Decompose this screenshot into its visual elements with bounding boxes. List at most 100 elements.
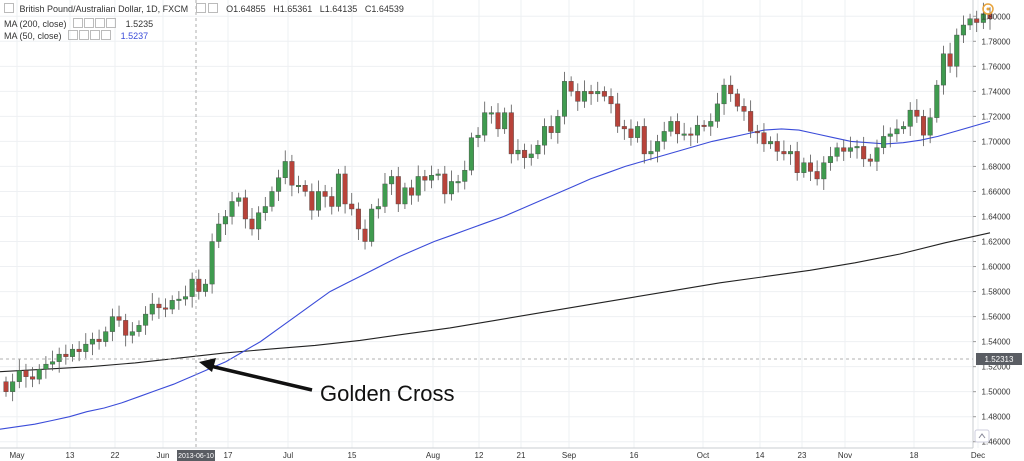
candle-body [349,203,355,210]
candle-body [947,53,953,67]
time-tick-label: 21 [517,451,526,460]
candle-body [389,176,395,185]
ma50-remove-icon[interactable] [90,30,101,40]
candle-body [834,147,840,157]
candle-body [980,13,986,23]
annotation-label: Golden Cross [320,381,455,406]
candle-body [827,156,833,163]
candle-body [282,161,288,178]
eye-icon[interactable] [195,3,206,13]
golden-cross-annotation: Golden Cross [199,358,455,406]
price-axis: 1.46000 1.48000 1.50000 1.52000 1.54000 1.560… [973,12,1011,447]
candle-body [362,228,368,242]
candle-body [668,121,674,132]
price-tag-label: 1.52313 [985,355,1014,364]
candle-body [628,128,634,138]
ma200-settings-icon[interactable] [84,18,95,28]
candle-body [940,53,946,86]
candle-body [974,18,980,23]
time-tick-label: 15 [348,451,357,460]
high-label: H [273,4,280,14]
candle-body [927,117,933,136]
price-tick-label: 1.60000 [982,263,1011,272]
candle-body [502,112,508,130]
candle-body [315,191,321,211]
ma200-eye-icon[interactable] [73,18,84,28]
ma50-eye-icon[interactable] [68,30,79,40]
candle-body [655,141,661,152]
low-label: L [319,4,325,14]
candle-body [136,325,142,332]
candle-body [694,124,700,136]
price-tick-label: 1.56000 [982,313,1011,322]
candle-body [76,348,82,352]
candle-body [56,353,62,362]
candle-body [163,307,169,310]
price-tick-label: 1.64000 [982,212,1011,221]
candle-body [595,91,601,95]
time-tick-label: Oct [697,451,710,460]
price-tick-label: 1.66000 [982,187,1011,196]
candle-body [781,151,787,155]
candle-body [967,18,973,26]
candle-body [116,316,122,321]
candle-body [202,283,208,292]
price-tick-label: 1.46000 [982,438,1011,447]
candle-body [69,348,75,357]
candle-body [907,109,913,127]
candle-body [641,126,647,155]
ma50-more-icon[interactable] [101,30,112,40]
candle-body [768,141,774,145]
ma200-more-icon[interactable] [106,18,117,28]
candle-body [123,320,129,336]
auto-scale-icon[interactable] [974,429,990,443]
candle-body [841,147,847,152]
time-tick-label: 14 [756,451,765,460]
annotation-arrow [205,363,313,392]
candle-body [156,303,162,309]
candle-body [954,34,960,67]
candle-body [23,370,29,377]
candle-body [256,212,262,230]
ma200-remove-icon[interactable] [95,18,106,28]
candle-body [448,181,454,195]
candle-body [322,191,328,197]
candle-body [109,316,115,332]
candle-body [788,151,794,155]
candle-body [43,363,49,370]
settings-icon[interactable] [982,3,994,15]
candle-body [3,381,9,392]
candle-body [222,216,228,225]
ma200-legend: MA (200, close) 1.5235 [4,18,153,29]
price-tick-label: 1.50000 [982,388,1011,397]
time-tick-label: Dec [971,451,985,460]
candle-body [861,146,867,160]
candle-body [688,133,694,136]
collapse-toggle-icon[interactable] [4,3,14,13]
candlestick-series [3,2,993,402]
candle-body [515,149,521,155]
candle-body [761,132,767,145]
candle-body [455,181,461,184]
price-tick-label: 1.68000 [982,162,1011,171]
candle-body [615,103,621,127]
settings-small-icon[interactable] [207,3,218,13]
price-tick-label: 1.78000 [982,37,1011,46]
ma200-label: MA (200, close) [4,19,67,29]
candle-body [183,296,189,300]
candle-body [249,218,255,230]
ma200-line [0,232,991,373]
candle-body [216,223,222,242]
candle-body [661,131,667,142]
candle-body [601,91,607,97]
candle-body [196,278,202,292]
price-tick-label: 1.62000 [982,238,1011,247]
ma50-settings-icon[interactable] [79,30,90,40]
candle-body [83,343,89,352]
candle-body [894,128,900,135]
ma50-value: 1.5237 [120,31,149,41]
candle-body [89,338,95,345]
candle-body [342,173,348,205]
candle-body [794,151,800,173]
